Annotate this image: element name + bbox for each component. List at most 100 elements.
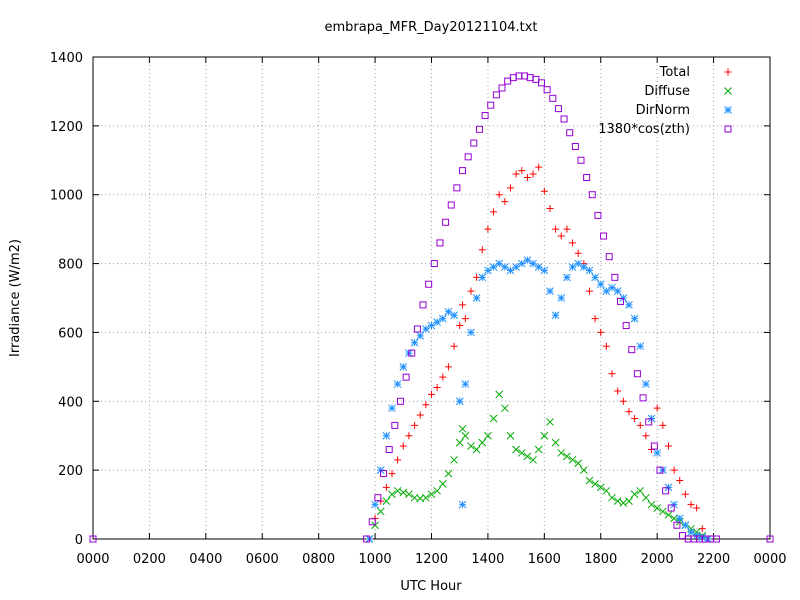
legend-symbol-total xyxy=(724,68,732,76)
data-point-1380-cos-zth xyxy=(89,535,97,543)
data-point-total xyxy=(512,170,520,178)
data-point-diffuse xyxy=(546,418,554,426)
data-point-1380-cos-zth xyxy=(470,139,478,147)
data-point-diffuse xyxy=(647,500,656,509)
data-point-diffuse xyxy=(427,490,436,499)
data-point-diffuse xyxy=(495,390,504,399)
data-point-dirnorm xyxy=(382,431,391,440)
data-point-dirnorm xyxy=(444,307,453,316)
data-point-diffuse xyxy=(472,445,481,454)
data-point-total xyxy=(433,384,441,392)
legend-marker-1380-cos-zth xyxy=(724,125,732,133)
data-point-diffuse xyxy=(585,476,594,485)
data-point-1380-cos-zth xyxy=(673,521,681,529)
data-point-total xyxy=(563,225,571,233)
data-point-dirnorm xyxy=(596,280,605,289)
data-point-diffuse xyxy=(422,493,430,502)
data-point-dirnorm xyxy=(455,397,464,406)
data-point-diffuse xyxy=(557,449,566,457)
y-tick-label: 600 xyxy=(58,326,83,341)
data-point-total xyxy=(676,476,684,484)
data-point-dirnorm xyxy=(563,273,571,282)
x-tick-label: 0400 xyxy=(189,552,222,567)
y-tick-label: 1000 xyxy=(50,189,83,204)
data-point-1380-cos-zth xyxy=(560,115,568,123)
x-tick-label: 2200 xyxy=(697,552,730,567)
data-point-diffuse xyxy=(630,490,639,499)
data-point-dirnorm xyxy=(625,301,633,309)
data-point-1380-cos-zth xyxy=(363,535,371,543)
data-point-diffuse xyxy=(579,466,588,474)
data-point-diffuse xyxy=(658,507,667,516)
data-point-1380-cos-zth xyxy=(380,470,388,478)
data-point-dirnorm xyxy=(675,514,684,523)
data-point-1380-cos-zth xyxy=(554,105,562,113)
data-point-diffuse xyxy=(642,493,650,502)
x-tick-label: 1600 xyxy=(528,552,561,567)
data-point-1380-cos-zth xyxy=(419,301,427,309)
series-diffuse xyxy=(365,390,712,543)
data-point-total xyxy=(664,442,672,450)
y-tick-label: 400 xyxy=(58,395,83,410)
data-point-diffuse xyxy=(523,452,532,461)
data-point-1380-cos-zth xyxy=(447,201,455,209)
data-point-dirnorm xyxy=(591,273,599,282)
data-point-total xyxy=(552,225,560,233)
data-point-1380-cos-zth xyxy=(628,346,636,354)
data-point-1380-cos-zth xyxy=(368,518,376,526)
x-tick-label: 0600 xyxy=(246,552,279,567)
data-point-total xyxy=(459,301,467,309)
legend-marker-total xyxy=(724,68,732,76)
data-point-diffuse xyxy=(455,438,464,447)
data-point-1380-cos-zth xyxy=(498,84,506,92)
data-point-dirnorm xyxy=(458,500,467,509)
x-tick-label: 1200 xyxy=(415,552,448,567)
data-point-dirnorm xyxy=(636,342,645,351)
data-point-diffuse xyxy=(461,431,470,440)
data-point-total xyxy=(569,239,577,247)
data-point-total xyxy=(518,167,526,175)
data-point-total xyxy=(619,397,627,405)
data-point-diffuse xyxy=(467,442,475,450)
data-point-total xyxy=(467,287,475,295)
data-point-total xyxy=(416,411,424,419)
data-point-total xyxy=(681,490,689,498)
data-point-dirnorm xyxy=(608,283,616,292)
data-point-diffuse xyxy=(596,483,605,492)
data-point-diffuse xyxy=(484,431,492,440)
data-point-total xyxy=(693,504,701,512)
legend: Total Diffuse DirNorm 1380*cos(zth) xyxy=(598,65,732,137)
data-point-diffuse xyxy=(613,497,622,505)
data-point-dirnorm xyxy=(489,263,498,271)
data-point-1380-cos-zth xyxy=(633,370,641,378)
data-point-1380-cos-zth xyxy=(639,394,647,402)
y-tick-label: 1200 xyxy=(50,120,83,135)
data-point-diffuse xyxy=(399,488,408,497)
legend-marker-diffuse xyxy=(724,87,732,95)
x-axis-label: UTC Hour xyxy=(400,579,462,594)
data-point-total xyxy=(642,432,650,440)
x-tick-label: 1800 xyxy=(584,552,617,567)
data-point-1380-cos-zth xyxy=(650,442,658,450)
data-point-diffuse xyxy=(478,438,487,447)
y-tick-label: 800 xyxy=(58,258,83,273)
data-point-total xyxy=(653,404,661,412)
data-point-diffuse xyxy=(540,431,549,440)
data-point-1380-cos-zth xyxy=(464,153,472,161)
legend-label-1380-cos-zth: 1380*cos(zth) xyxy=(598,122,690,137)
data-point-dirnorm xyxy=(500,263,509,271)
data-point-dirnorm xyxy=(585,266,594,275)
series-1380-cos-zth xyxy=(89,72,774,543)
data-point-diffuse xyxy=(444,469,453,478)
data-point-dirnorm xyxy=(438,314,447,323)
data-point-1380-cos-zth xyxy=(712,535,720,543)
data-point-total xyxy=(535,163,543,171)
data-point-1380-cos-zth xyxy=(396,397,404,405)
data-point-diffuse xyxy=(534,445,543,454)
data-point-1380-cos-zth xyxy=(600,232,608,240)
data-point-diffuse xyxy=(517,449,526,457)
y-tick-label: 0 xyxy=(75,533,83,548)
data-point-1380-cos-zth xyxy=(475,125,483,133)
data-point-total xyxy=(608,370,616,378)
